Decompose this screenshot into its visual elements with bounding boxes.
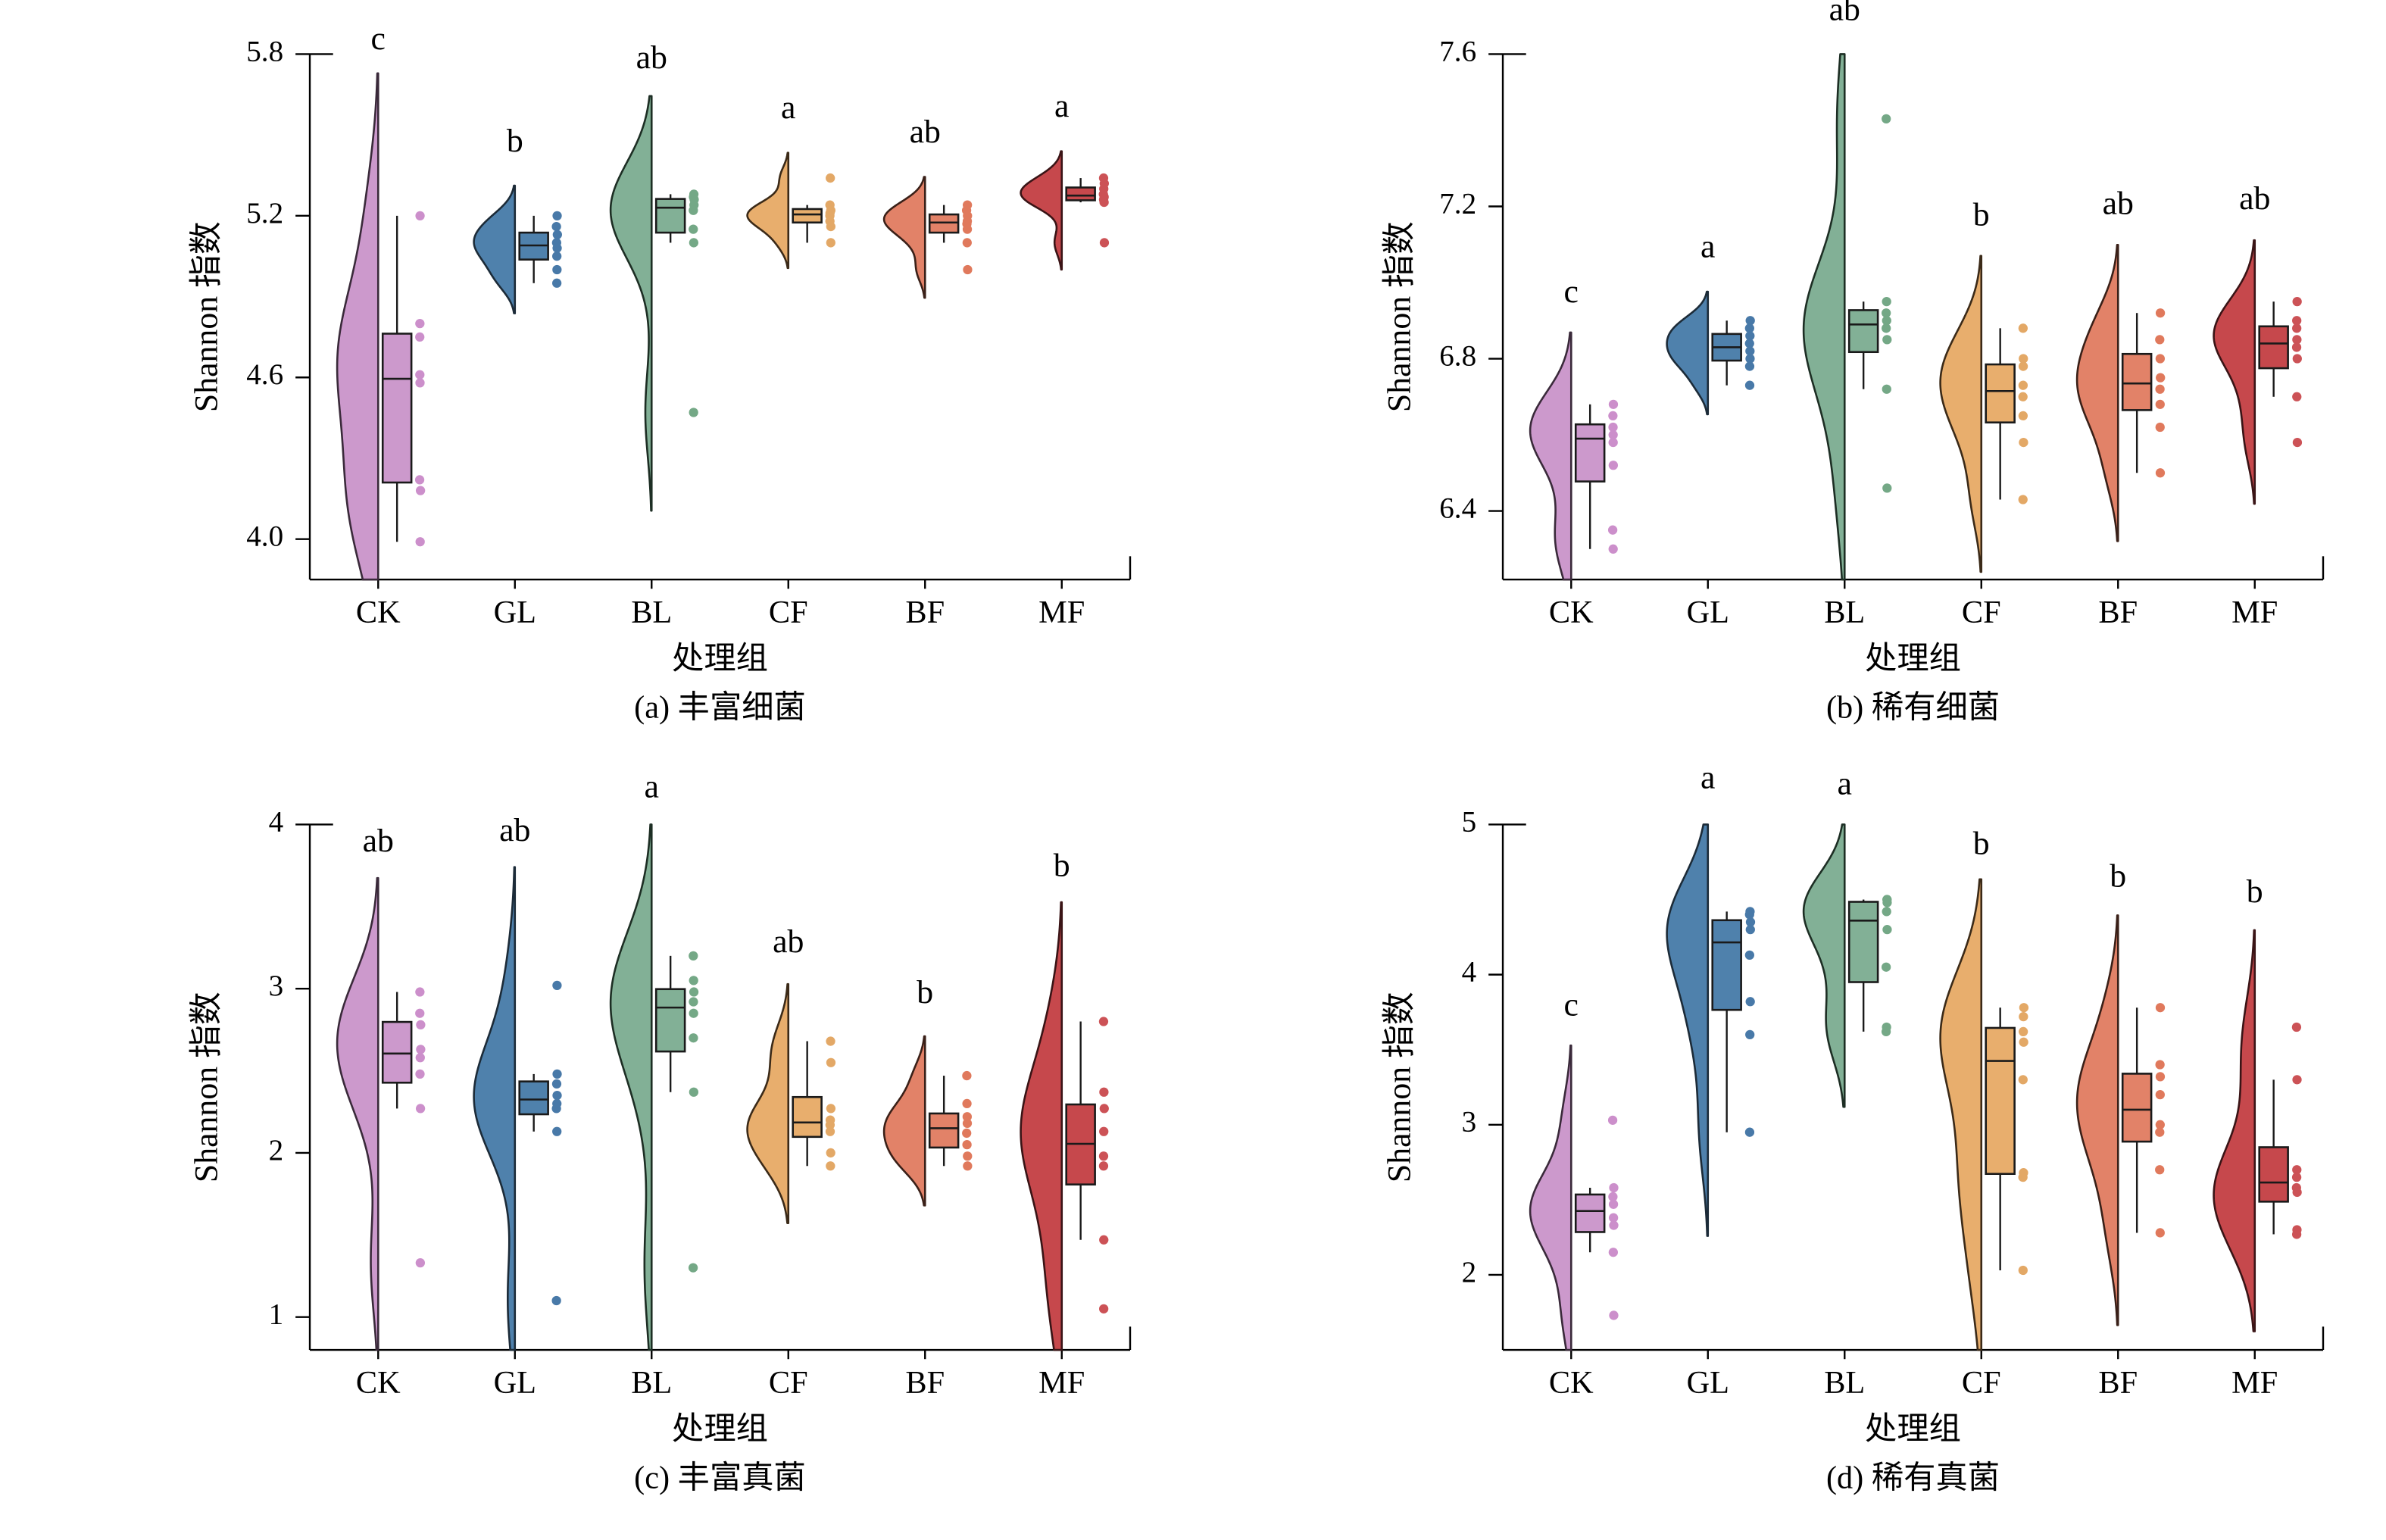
svg-text:c: c — [1564, 273, 1579, 310]
svg-text:(c) 丰富真菌: (c) 丰富真菌 — [634, 1460, 806, 1495]
svg-text:GL: GL — [494, 1365, 536, 1401]
svg-text:CF: CF — [769, 595, 808, 630]
svg-text:CK: CK — [1549, 595, 1594, 630]
svg-text:处理组: 处理组 — [1865, 641, 1961, 676]
svg-text:b: b — [917, 973, 933, 1010]
svg-text:MF: MF — [1038, 595, 1085, 630]
svg-text:(a) 丰富细菌: (a) 丰富细菌 — [634, 689, 806, 725]
svg-text:c: c — [1564, 986, 1579, 1023]
svg-text:b: b — [507, 123, 523, 159]
svg-text:c: c — [371, 20, 386, 57]
svg-text:处理组: 处理组 — [672, 1410, 768, 1446]
svg-text:4.0: 4.0 — [246, 520, 283, 553]
svg-text:ab: ab — [363, 823, 394, 859]
svg-text:Shannon 指数: Shannon 指数 — [1381, 221, 1417, 412]
svg-text:BL: BL — [631, 1365, 672, 1401]
svg-text:1: 1 — [269, 1298, 284, 1330]
svg-text:MF: MF — [1038, 1365, 1085, 1401]
svg-text:CK: CK — [1549, 1365, 1594, 1401]
svg-text:3: 3 — [1462, 1105, 1477, 1138]
svg-text:GL: GL — [1687, 1365, 1729, 1401]
svg-text:ab: ab — [773, 923, 804, 960]
svg-text:ab: ab — [2103, 186, 2134, 222]
svg-text:3: 3 — [269, 970, 284, 1002]
svg-text:CF: CF — [1962, 595, 2001, 630]
svg-text:Shannon 指数: Shannon 指数 — [1381, 992, 1417, 1182]
svg-text:b: b — [1973, 197, 1990, 233]
svg-text:BF: BF — [2098, 1365, 2138, 1401]
svg-text:2: 2 — [269, 1133, 284, 1166]
svg-text:BF: BF — [2098, 595, 2138, 630]
svg-text:CK: CK — [356, 595, 401, 630]
svg-text:BL: BL — [1824, 595, 1865, 630]
svg-text:ab: ab — [499, 812, 530, 848]
svg-text:GL: GL — [494, 595, 536, 630]
svg-text:5.2: 5.2 — [246, 197, 283, 230]
svg-text:ab: ab — [910, 114, 941, 150]
svg-text:GL: GL — [1687, 595, 1729, 630]
svg-text:ab: ab — [636, 39, 667, 76]
svg-text:6.4: 6.4 — [1439, 492, 1476, 525]
svg-text:BF: BF — [905, 1365, 945, 1401]
svg-text:a: a — [1838, 770, 1852, 801]
svg-text:CK: CK — [356, 1365, 401, 1401]
svg-text:b: b — [1973, 825, 1990, 861]
svg-text:6.8: 6.8 — [1439, 339, 1476, 372]
svg-text:Shannon 指数: Shannon 指数 — [188, 221, 224, 412]
svg-text:7.6: 7.6 — [1439, 35, 1476, 67]
svg-text:Shannon 指数: Shannon 指数 — [188, 992, 224, 1182]
svg-text:MF: MF — [2231, 1365, 2278, 1401]
svg-text:(d) 稀有真菌: (d) 稀有真菌 — [1826, 1460, 2000, 1495]
svg-text:CF: CF — [1962, 1365, 2001, 1401]
svg-text:4: 4 — [269, 805, 284, 838]
svg-text:BL: BL — [1824, 1365, 1865, 1401]
svg-text:BF: BF — [905, 595, 945, 630]
svg-text:MF: MF — [2231, 595, 2278, 630]
svg-text:a: a — [781, 89, 795, 126]
svg-text:4.6: 4.6 — [246, 358, 283, 391]
svg-text:a: a — [1700, 770, 1715, 796]
svg-text:CF: CF — [769, 1365, 808, 1401]
svg-text:5.8: 5.8 — [246, 35, 283, 67]
svg-text:5: 5 — [1462, 805, 1477, 838]
svg-text:处理组: 处理组 — [1865, 1410, 1961, 1446]
svg-text:ab: ab — [2239, 180, 2270, 217]
svg-text:b: b — [1054, 847, 1070, 883]
svg-text:BL: BL — [631, 595, 672, 630]
svg-text:7.2: 7.2 — [1439, 187, 1476, 220]
svg-text:b: b — [2110, 857, 2126, 894]
svg-text:ab: ab — [1829, 0, 1860, 27]
svg-text:a: a — [1700, 229, 1715, 265]
svg-text:a: a — [1054, 88, 1069, 124]
svg-text:(b) 稀有细菌: (b) 稀有细菌 — [1826, 689, 2000, 725]
svg-text:a: a — [645, 770, 659, 805]
svg-text:2: 2 — [1462, 1255, 1477, 1288]
svg-text:b: b — [2247, 873, 2263, 909]
svg-text:4: 4 — [1462, 955, 1477, 988]
svg-text:处理组: 处理组 — [672, 641, 768, 676]
